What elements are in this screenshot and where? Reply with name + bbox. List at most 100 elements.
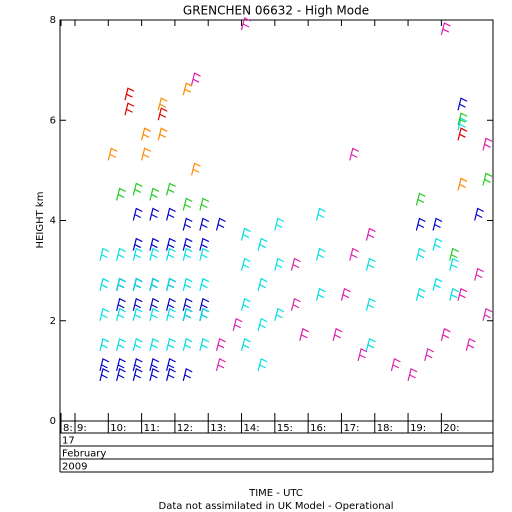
wind-barb — [157, 127, 168, 141]
wind-barb — [432, 237, 443, 251]
wind-barb — [124, 102, 135, 116]
wind-barb — [132, 207, 143, 221]
wind-barb — [482, 137, 493, 151]
wind-barb — [449, 287, 459, 301]
wind-barb — [482, 172, 493, 186]
wind-barb — [182, 307, 193, 321]
wind-barb — [116, 368, 126, 382]
wind-barb — [365, 227, 376, 241]
y-axis-label: HEIGHT km — [35, 192, 46, 249]
wind-barb — [290, 297, 301, 311]
wind-barb — [449, 247, 459, 261]
wind-barb — [149, 247, 160, 261]
x-tick-label: 17: — [343, 423, 359, 434]
wind-barb — [407, 368, 418, 382]
wind-barb — [182, 82, 193, 96]
wind-barb — [432, 277, 443, 291]
wind-barb — [99, 337, 110, 351]
wind-barb — [149, 187, 160, 201]
x-tick-label: 9: — [77, 423, 87, 434]
wind-barb — [149, 207, 160, 221]
y-tick-label: 2 — [50, 316, 56, 327]
wind-barb — [315, 287, 326, 301]
wind-barb — [274, 217, 285, 231]
wind-barb — [457, 112, 468, 126]
date-label: February — [62, 449, 106, 460]
x-tick-label: 15: — [277, 423, 293, 434]
wind-barb — [149, 307, 160, 321]
x-tick-label: 11: — [144, 423, 160, 434]
wind-barb — [440, 327, 451, 341]
wind-barb — [99, 277, 110, 291]
x-tick-label: 18: — [377, 423, 393, 434]
wind-barb — [116, 187, 126, 201]
wind-barb — [232, 317, 243, 331]
wind-barb — [182, 247, 193, 261]
wind-barb — [166, 368, 176, 382]
wind-barb — [132, 247, 143, 261]
wind-barb — [415, 217, 426, 231]
x-tick-label: 12: — [177, 423, 193, 434]
x-axis-label: TIME - UTC — [248, 488, 303, 499]
wind-barb — [240, 297, 251, 311]
wind-barb — [365, 257, 376, 271]
wind-barb — [166, 237, 176, 251]
wind-barb — [132, 237, 143, 251]
wind-barb — [274, 307, 285, 321]
wind-barb — [182, 197, 193, 211]
wind-barb — [340, 287, 351, 301]
wind-barb — [199, 307, 210, 321]
wind-barb — [116, 297, 126, 311]
wind-barb — [99, 247, 110, 261]
wind-barb — [166, 358, 176, 372]
wind-barb — [415, 247, 426, 261]
wind-barb — [199, 247, 210, 261]
wind-barb — [132, 337, 143, 351]
wind-barb — [465, 337, 476, 351]
wind-barb — [240, 17, 251, 31]
wind-barb — [257, 277, 268, 291]
wind-barb — [124, 87, 135, 101]
wind-barb — [199, 217, 210, 231]
wind-barb — [257, 317, 268, 331]
wind-barb — [299, 327, 310, 341]
wind-barb — [215, 337, 226, 351]
wind-barb — [199, 237, 210, 251]
wind-barb — [141, 127, 151, 141]
x-tick-label: 8: — [63, 423, 73, 434]
wind-barb — [215, 358, 226, 372]
wind-barb — [349, 147, 360, 161]
wind-barb — [365, 337, 376, 351]
wind-barb — [440, 22, 451, 36]
x-tick-label: 20: — [443, 423, 459, 434]
wind-barb — [99, 368, 110, 382]
wind-barb — [149, 337, 160, 351]
wind-barb — [166, 297, 176, 311]
wind-barb — [182, 337, 193, 351]
wind-barb — [424, 347, 434, 361]
wind-barb — [482, 307, 493, 321]
y-tick-label: 0 — [50, 416, 56, 427]
wind-barb — [257, 358, 268, 372]
wind-barb — [199, 197, 210, 211]
wind-barb — [141, 147, 151, 161]
wind-barb — [116, 247, 126, 261]
wind-barb — [365, 297, 376, 311]
wind-barb — [474, 207, 484, 221]
y-tick-label: 8 — [50, 15, 56, 26]
wind-barb — [182, 297, 193, 311]
wind-barb — [132, 307, 143, 321]
wind-barb — [182, 368, 193, 382]
wind-barb — [390, 358, 401, 372]
wind-barb — [199, 337, 210, 351]
y-tick-label: 4 — [50, 216, 56, 227]
wind-barb — [215, 217, 226, 231]
x-tick-label: 19: — [410, 423, 426, 434]
wind-barb — [182, 237, 193, 251]
wind-barb — [240, 257, 251, 271]
wind-barb — [116, 277, 126, 291]
wind-barb — [116, 358, 126, 372]
wind-barb — [99, 307, 110, 321]
footnote: Data not assimilated in UK Model - Opera… — [159, 501, 394, 512]
wind-barb — [315, 207, 326, 221]
